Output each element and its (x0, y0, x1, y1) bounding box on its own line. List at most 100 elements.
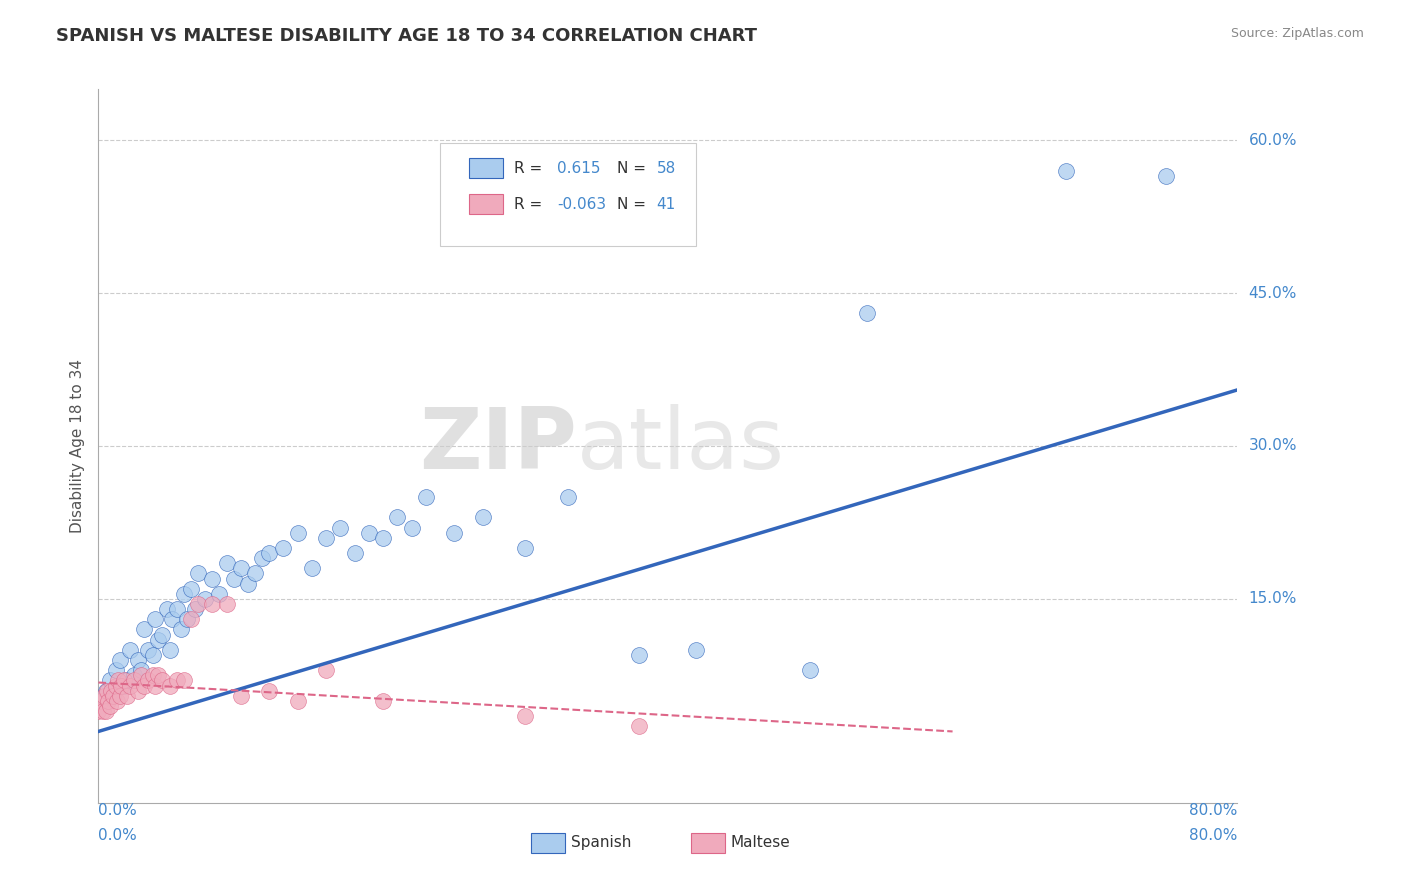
Text: N =: N = (617, 196, 651, 211)
Point (107, 673, 129, 688)
Point (176, 612, 198, 626)
Point (101, 689, 124, 703)
Text: 0.0%: 0.0% (98, 803, 138, 818)
Text: 15.0%: 15.0% (1249, 591, 1296, 607)
Point (94, 704, 117, 718)
Point (159, 643, 181, 657)
Text: 58: 58 (657, 161, 676, 176)
Point (273, 541, 295, 555)
Point (628, 648, 651, 662)
Point (259, 683, 281, 698)
Point (201, 597, 224, 611)
Text: 0.615: 0.615 (557, 161, 600, 176)
Point (215, 556, 238, 570)
Point (215, 597, 238, 611)
Point (201, 572, 224, 586)
Point (127, 653, 149, 667)
Point (301, 561, 323, 575)
Point (184, 602, 207, 616)
Text: 60.0%: 60.0% (1249, 133, 1296, 148)
Point (101, 689, 124, 703)
Text: N =: N = (617, 161, 651, 176)
Point (401, 520, 423, 534)
Point (136, 643, 159, 657)
Point (87, 704, 110, 718)
Point (96, 683, 118, 698)
Point (180, 582, 202, 596)
Point (115, 673, 138, 688)
Point (118, 643, 141, 657)
Point (166, 602, 188, 616)
Point (515, 709, 537, 723)
Text: 41: 41 (657, 196, 676, 211)
Point (287, 525, 309, 540)
Bar (690, 833, 725, 853)
Point (110, 679, 132, 693)
Point (94, 683, 117, 698)
Point (115, 689, 138, 703)
Point (229, 561, 252, 575)
Point (129, 663, 152, 677)
Point (628, 719, 651, 733)
Point (1154, 169, 1177, 183)
Point (180, 612, 202, 626)
Text: R =: R = (515, 196, 547, 211)
Point (97, 694, 120, 708)
Point (152, 627, 174, 641)
Text: 45.0%: 45.0% (1249, 285, 1296, 301)
Bar (531, 833, 565, 853)
Point (141, 668, 163, 682)
Point (471, 510, 494, 524)
Text: -0.063: -0.063 (557, 196, 606, 211)
Point (108, 653, 131, 667)
Point (90, 694, 112, 708)
Point (187, 566, 209, 581)
Point (166, 673, 188, 688)
Point (799, 663, 821, 677)
Point (208, 587, 231, 601)
Bar (468, 159, 503, 178)
Point (443, 525, 465, 540)
Point (104, 663, 127, 677)
Point (329, 520, 352, 534)
Point (91, 704, 114, 718)
Point (173, 673, 195, 688)
Point (104, 679, 127, 693)
Point (98, 698, 121, 713)
Point (287, 694, 309, 708)
Point (685, 643, 707, 657)
Point (93, 689, 115, 703)
Point (148, 632, 170, 647)
Point (373, 694, 395, 708)
Point (112, 679, 135, 693)
Point (145, 612, 167, 626)
Point (1056, 163, 1078, 178)
Point (132, 679, 155, 693)
Text: SPANISH VS MALTESE DISABILITY AGE 18 TO 34 CORRELATION CHART: SPANISH VS MALTESE DISABILITY AGE 18 TO … (56, 27, 758, 45)
Point (250, 551, 273, 566)
Point (357, 525, 380, 540)
Point (156, 602, 179, 616)
Point (162, 612, 184, 626)
Text: ZIP: ZIP (419, 404, 576, 488)
Text: 0.0%: 0.0% (98, 828, 138, 843)
Point (122, 668, 145, 682)
FancyBboxPatch shape (440, 143, 696, 246)
Point (343, 546, 366, 560)
Y-axis label: Disability Age 18 to 34: Disability Age 18 to 34 (69, 359, 84, 533)
Point (856, 306, 879, 320)
Text: 30.0%: 30.0% (1249, 439, 1296, 453)
Text: atlas: atlas (576, 404, 785, 488)
Text: Spanish: Spanish (571, 835, 631, 850)
Text: R =: R = (515, 161, 547, 176)
Point (148, 668, 170, 682)
Point (315, 531, 337, 545)
Text: Source: ZipAtlas.com: Source: ZipAtlas.com (1230, 27, 1364, 40)
Point (145, 679, 167, 693)
Text: Maltese: Maltese (731, 835, 790, 850)
Point (152, 673, 174, 688)
Point (194, 591, 217, 606)
Point (132, 623, 155, 637)
Point (515, 541, 537, 555)
Point (236, 576, 259, 591)
